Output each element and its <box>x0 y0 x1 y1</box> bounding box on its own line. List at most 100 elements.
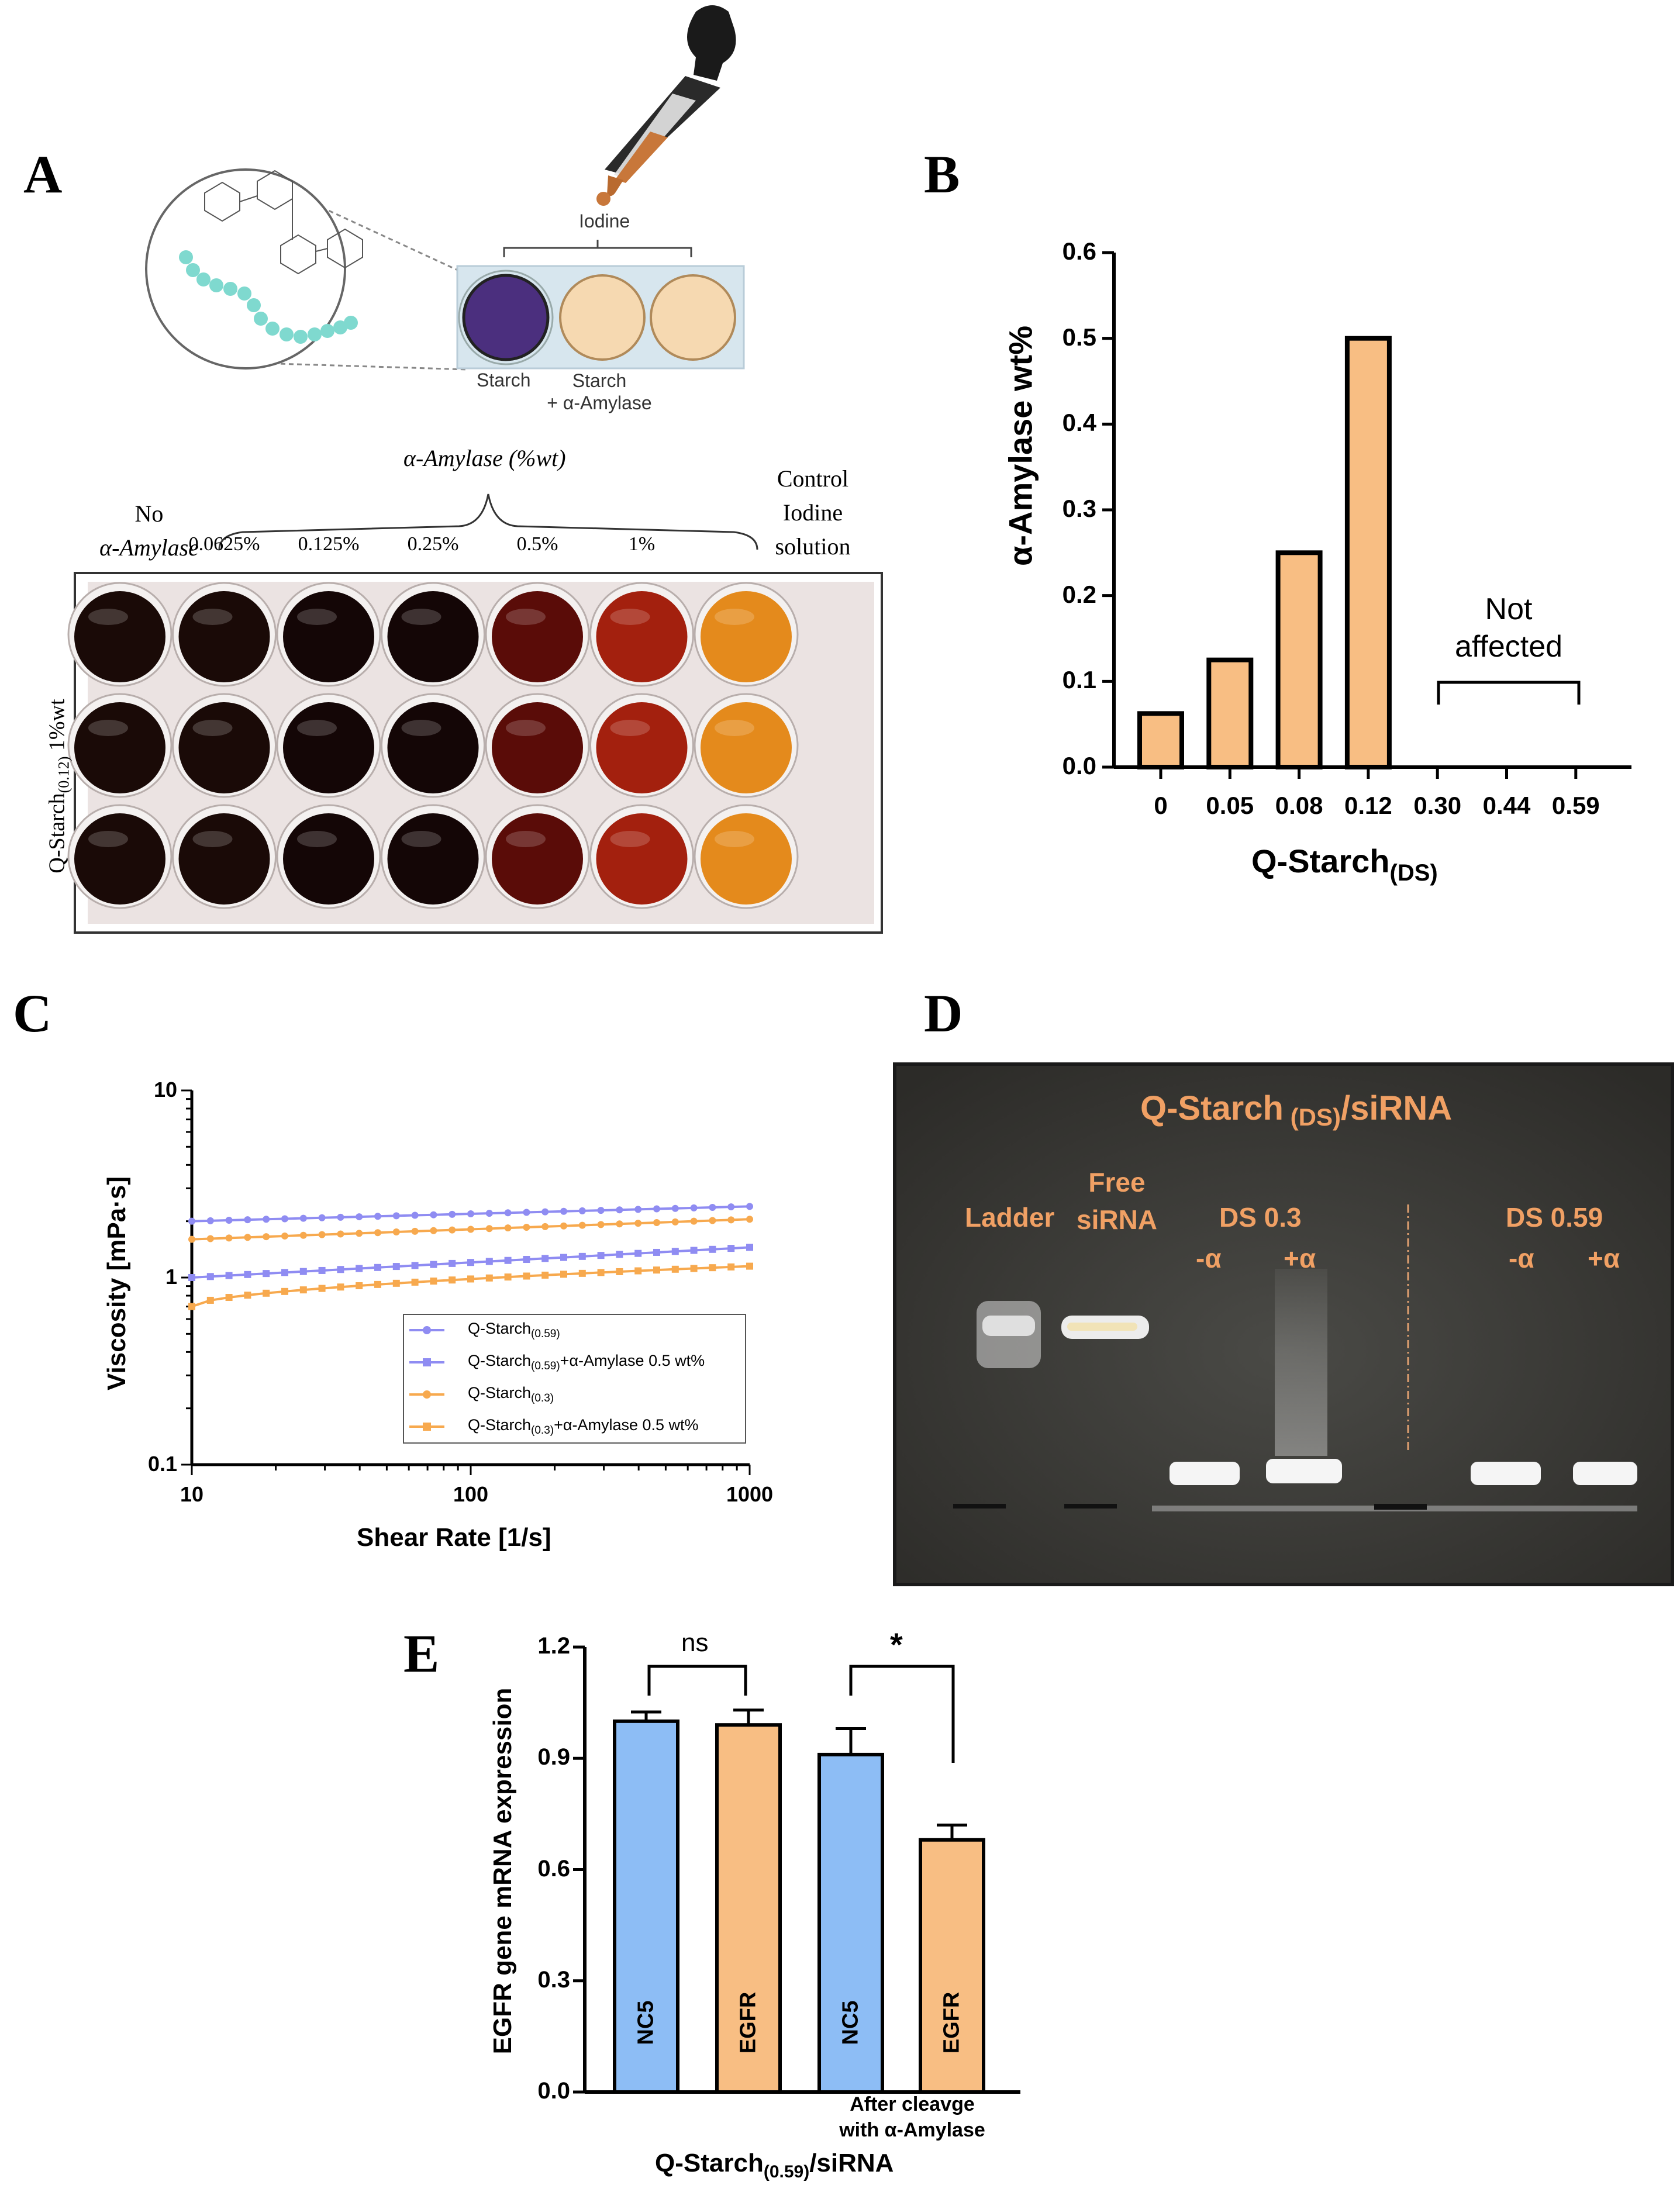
well-r3-c6 <box>596 813 688 905</box>
chart-c-point <box>244 1234 251 1241</box>
note-line1: After cleavge <box>850 2093 975 2115</box>
chart-b-bar-0.08 <box>1275 550 1323 769</box>
iodine-label: Iodine <box>579 210 630 232</box>
well-r2-c2 <box>178 702 270 793</box>
gel-title-main: Q-Starch <box>1140 1089 1284 1127</box>
chart-c-point <box>597 1207 605 1214</box>
starch-amylase-label: Starch + α-Amylase <box>544 370 655 414</box>
well-r2-c6 <box>596 702 688 793</box>
legend-tail: +α-Amylase 0.5 wt% <box>560 1352 705 1369</box>
chart-e-ytick-label: 0.6 <box>537 1855 570 1882</box>
chart-c-point <box>597 1269 605 1276</box>
chart-c-point <box>225 1272 233 1279</box>
chart-c-point <box>634 1220 642 1227</box>
panel-letter-b: B <box>924 144 960 204</box>
chart-c-point <box>485 1210 493 1217</box>
ds03-label: DS 0.3 <box>1219 1202 1302 1233</box>
ds059-plus-band <box>1573 1462 1637 1485</box>
chart-c-point <box>523 1209 530 1216</box>
chart-b-xtick-label: 0.59 <box>1551 792 1600 819</box>
chart-c-point <box>709 1217 716 1224</box>
chart-e-bar-label-3: NC5 <box>838 2000 863 2045</box>
legend-name: Q-Starch <box>468 1384 532 1402</box>
chart-c-point <box>374 1280 381 1288</box>
legend-entry-2: Q-Starch(0.59)+α-Amylase 0.5 wt% <box>468 1352 705 1373</box>
conc-label-5: 1% <box>628 533 656 555</box>
chart-c-point <box>374 1213 381 1220</box>
chart-c-point <box>449 1259 456 1267</box>
chart-e-bar-label-2: EGFR <box>736 1991 761 2054</box>
chart-c-point <box>671 1248 679 1255</box>
chart-c-point <box>727 1216 735 1224</box>
chart-c-point <box>504 1224 512 1232</box>
chart-c-ytick-label: 1 <box>165 1265 177 1289</box>
chart-c-point <box>653 1248 660 1256</box>
well-plate <box>67 572 883 934</box>
starch-structure-magnifier <box>145 168 468 371</box>
chart-c-point <box>578 1207 586 1214</box>
chart-b-ytick-label: 0.6 <box>1062 237 1096 265</box>
chart-c-point <box>560 1222 567 1230</box>
chart-b-xtick-label: 0.12 <box>1344 792 1392 819</box>
chart-c-point <box>411 1211 419 1219</box>
chart-c-point <box>690 1247 698 1254</box>
chart-c-xlabel: Shear Rate [1/s] <box>357 1523 551 1552</box>
control-line2: Iodine <box>782 499 843 526</box>
chart-c-xtick-label: 1000 <box>726 1482 774 1506</box>
chart-c-point <box>281 1232 288 1240</box>
after-cleavage-note: After cleavge with α-Amylase <box>836 2091 988 2143</box>
panel-letter-c: C <box>13 983 52 1043</box>
well-highlight <box>192 609 233 625</box>
chart-c-point <box>299 1231 307 1239</box>
chart-c-point <box>392 1263 400 1271</box>
control-iodine-label: Control Iodine solution <box>754 462 871 564</box>
chart-c-point <box>392 1212 400 1220</box>
chart-c-point <box>411 1278 419 1286</box>
sig-bracket <box>849 1665 955 1763</box>
well-r3-c3 <box>283 813 374 905</box>
chart-c-point <box>281 1215 288 1223</box>
chart-c-ytick-label: 0.1 <box>147 1452 177 1476</box>
well-highlight <box>610 720 650 736</box>
legend-entry-3: Q-Starch(0.3) <box>468 1384 554 1405</box>
chart-c-point <box>318 1266 326 1274</box>
legend-marker <box>423 1358 431 1366</box>
ns-label: ns <box>681 1628 709 1657</box>
chart-e-bar-3 <box>817 1752 884 2094</box>
well-r2-c4 <box>387 702 479 793</box>
well-highlight <box>88 831 128 847</box>
lane-ladder-label: Ladder <box>965 1202 1055 1233</box>
ds03-plus-label: +α <box>1284 1243 1316 1273</box>
well-r1-c7 <box>701 591 792 682</box>
chart-c-point <box>541 1255 549 1262</box>
purple-well <box>462 274 550 361</box>
chart-c-point <box>597 1252 605 1259</box>
legend-name: Q-Starch <box>468 1320 532 1337</box>
chart-c-point <box>467 1275 474 1283</box>
chart-c-point <box>206 1296 214 1304</box>
control-line3: solution <box>775 533 851 560</box>
chart-b-bar-0 <box>1137 711 1184 770</box>
chart-e-bar-label-1: NC5 <box>633 2000 658 2045</box>
chart-c-point <box>541 1208 549 1216</box>
gel-title: Q-Starch (DS)/siRNA <box>1140 1089 1452 1131</box>
well-r1-c5 <box>492 591 583 682</box>
free-sirna-core <box>1067 1323 1137 1331</box>
chart-c-point <box>244 1216 251 1224</box>
chart-b-ytick-label: 0.1 <box>1062 666 1096 694</box>
legend-name: Q-Starch <box>468 1416 532 1434</box>
chart-e-ylabel: EGFR gene mRNA expression <box>488 1687 517 2055</box>
chart-c-point <box>746 1203 753 1210</box>
chart-c-point <box>449 1226 456 1234</box>
not-affected-annotation: Not affected <box>1433 591 1585 665</box>
chart-c-point <box>727 1263 735 1271</box>
chart-c-legend-box <box>403 1314 746 1444</box>
well-highlight <box>401 720 441 736</box>
chart-c-series <box>188 1203 753 1310</box>
well-r2-c7 <box>701 702 792 793</box>
chart-c-legend-marks <box>409 1326 444 1431</box>
